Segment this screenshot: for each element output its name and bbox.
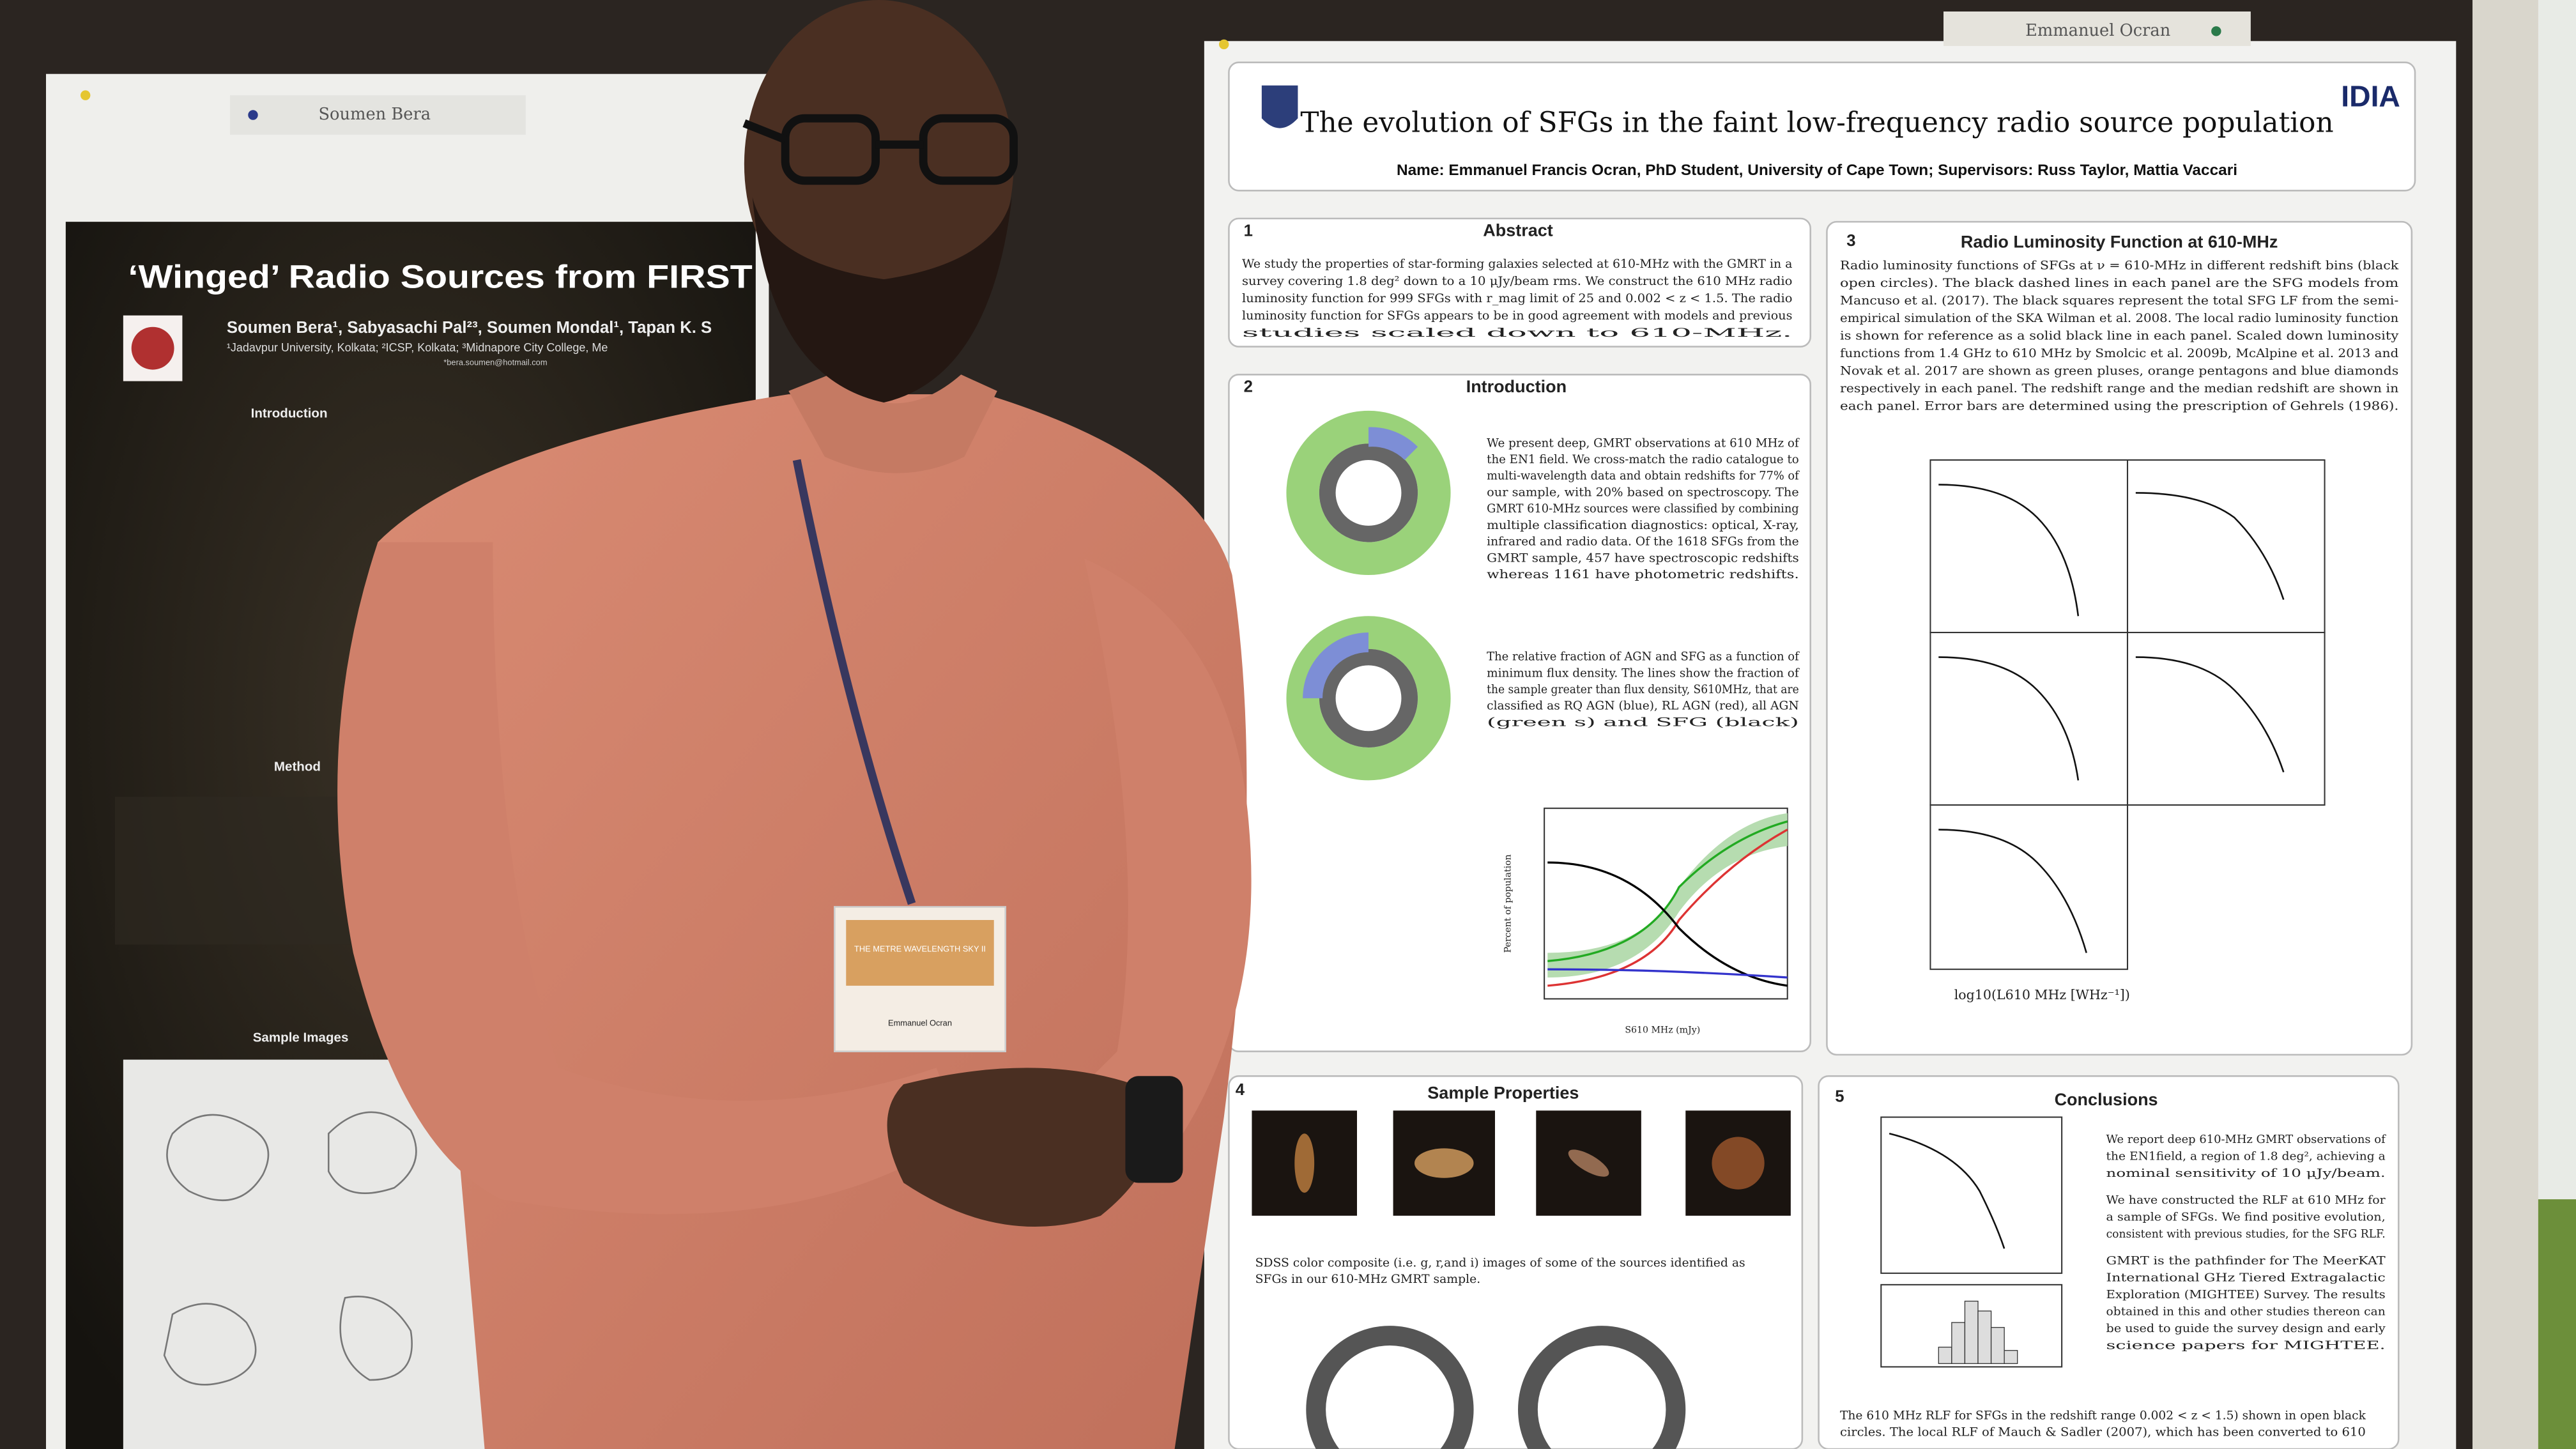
section-number: 4 bbox=[1236, 1081, 1245, 1099]
conclusion-line: The 610 MHz RLF for SFGs in the redshift… bbox=[1840, 1409, 2366, 1423]
section-number: 3 bbox=[1846, 232, 1855, 250]
conclusion-line: a sample of SFGs. We find positive evolu… bbox=[2106, 1211, 2386, 1223]
rlf-line: Mancuso et al. (2017). The black squares… bbox=[1840, 295, 2398, 308]
rlf-line: functions from 1.4 GHz to 610 MHz by Smo… bbox=[1840, 347, 2398, 360]
section-heading: Radio Luminosity Function at 610-MHz bbox=[1961, 233, 2278, 252]
section-number: 1 bbox=[1244, 222, 1253, 240]
conclusion-line: nominal sensitivity of 10 μJy/beam. bbox=[2106, 1167, 2386, 1180]
affiliations: ¹Jadavpur University, Kolkata; ²ICSP, Ko… bbox=[227, 341, 608, 354]
poster-title: ‘Winged’ Radio Sources from FIRST bbox=[128, 258, 753, 295]
conclusion-line: We report deep 610-MHz GMRT observations… bbox=[2106, 1133, 2387, 1146]
rlf-curves bbox=[1889, 484, 2285, 1249]
contour bbox=[328, 1111, 417, 1194]
rlf-panels bbox=[1880, 459, 2326, 1368]
name-tag bbox=[230, 95, 526, 135]
email: *bera.soumen@hotmail.com bbox=[443, 358, 547, 367]
pin bbox=[2211, 26, 2221, 36]
section-heading: Sample Images bbox=[253, 1031, 349, 1045]
rlf-line: open circles). The black dashed lines in… bbox=[1840, 277, 2399, 290]
section-heading: Introduction bbox=[251, 406, 328, 420]
person bbox=[337, 0, 1252, 1449]
axis-label: S610 MHz (mJy) bbox=[1625, 1025, 1700, 1035]
conclusion-line: GMRT is the pathfinder for The MeerKAT bbox=[2106, 1255, 2386, 1268]
intro-line: our sample, with 20% based on spectrosco… bbox=[1487, 486, 1799, 499]
section-heading: Conclusions bbox=[2055, 1090, 2158, 1109]
section-heading: Sample Properties bbox=[1427, 1084, 1579, 1103]
conclusion-line: science papers for MIGHTEE. bbox=[2106, 1339, 2386, 1352]
rlf-line: empirical simulation of the SKA Wilman e… bbox=[1840, 312, 2398, 325]
axis-label: log10(L610 MHz [WHz⁻¹]) bbox=[1954, 987, 2130, 1002]
intro-line: classified as RQ AGN (blue), RL AGN (red… bbox=[1487, 700, 1799, 713]
conclusion-line: We have constructed the RLF at 610 MHz f… bbox=[2106, 1194, 2386, 1207]
section-number: 5 bbox=[1835, 1088, 1844, 1106]
logo-seal bbox=[131, 326, 174, 370]
pin bbox=[1219, 39, 1229, 50]
intro-line: whereas 1161 have photometric redshifts. bbox=[1487, 568, 1799, 581]
caption-line: SDSS color composite (i.e. g, r,and i) i… bbox=[1255, 1256, 1745, 1269]
conclusion-line: Exploration (MIGHTEE) Survey. The result… bbox=[2106, 1289, 2386, 1301]
byline: Name: Emmanuel Francis Ocran, PhD Studen… bbox=[1397, 162, 2237, 179]
fraction-plot bbox=[1544, 808, 1788, 1000]
abstract-line: luminosity function for 999 SFGs with r_… bbox=[1242, 292, 1792, 305]
abstract-line: studies scaled down to 610-MHz. bbox=[1242, 326, 1792, 340]
conclusion-line: be used to guide the survey design and e… bbox=[2106, 1322, 2386, 1335]
section-heading: Introduction bbox=[1466, 377, 1567, 396]
conclusion-line: consistent with previous studies, for th… bbox=[2106, 1228, 2386, 1241]
section-number: 2 bbox=[1244, 378, 1253, 396]
rlf-line: Radio luminosity functions of SFGs at ν … bbox=[1840, 259, 2399, 273]
conclusion-line: obtained in this and other studies there… bbox=[2106, 1305, 2386, 1318]
conclusion-line: circles. The local RLF of Mauch & Sadler… bbox=[1840, 1425, 2366, 1439]
intro-line: We present deep, GMRT observations at 61… bbox=[1487, 436, 1800, 450]
window-grass bbox=[2538, 1199, 2576, 1449]
abstract-line: We study the properties of star-forming … bbox=[1242, 257, 1792, 271]
histogram bbox=[1938, 1300, 2018, 1364]
intro-line: (green s) and SFG (black) bbox=[1487, 716, 1799, 729]
contour bbox=[339, 1296, 413, 1381]
section-heading: Method bbox=[274, 759, 321, 774]
header-box bbox=[1228, 61, 2416, 192]
intro-line: the EN1 field. We cross-match the radio … bbox=[1487, 453, 1799, 466]
rlf-line: Novak et al. 2017 are shown as green plu… bbox=[1840, 365, 2398, 378]
contour bbox=[166, 1114, 270, 1202]
section-heading: Abstract bbox=[1483, 221, 1553, 240]
rlf-line: is shown for reference as a solid black … bbox=[1840, 330, 2399, 343]
rlf-line: respectively in each panel. The redshift… bbox=[1840, 382, 2398, 395]
badge-title: THE METRE WAVELENGTH SKY II bbox=[854, 944, 986, 954]
name-tag bbox=[1943, 12, 2251, 46]
section-box bbox=[1228, 217, 1812, 348]
name-tag-text: Emmanuel Ocran bbox=[2025, 21, 2170, 40]
intro-line: the sample greater than flux density, S6… bbox=[1487, 683, 1799, 696]
intro-line: multi-wavelength data and obtain redshif… bbox=[1487, 470, 1800, 483]
caption-line: SFGs in our 610-MHz GMRT sample. bbox=[1255, 1273, 1481, 1286]
abstract-line: survey covering 1.8 deg² down to a 10 μJ… bbox=[1242, 275, 1792, 288]
conclusion-line: the EN1field, a region of 1.8 deg², achi… bbox=[2106, 1151, 2386, 1163]
intro-line: minimum flux density. The lines show the… bbox=[1487, 666, 1800, 680]
donut bbox=[1286, 410, 1451, 781]
poster-title: The evolution of SFGs in the faint low-f… bbox=[1300, 106, 2333, 139]
authors: Soumen Bera¹, Sabyasachi Pal²³, Soumen M… bbox=[227, 319, 712, 337]
intro-line: GMRT sample, 457 have spectroscopic reds… bbox=[1487, 551, 1799, 565]
intro-line: multiple classification diagnostics: opt… bbox=[1487, 519, 1799, 532]
logo-text: IDIA bbox=[2341, 80, 2400, 113]
conclusion-line: International GHz Tiered Extragalactic bbox=[2106, 1271, 2386, 1284]
rlf-line: each panel. Error bars are determined us… bbox=[1840, 400, 2398, 413]
contour bbox=[163, 1303, 257, 1386]
axis-label: Percent of population bbox=[1503, 854, 1514, 953]
intro-line: infrared and radio data. Of the 1618 SFG… bbox=[1487, 535, 1799, 549]
intro-line: GMRT 610-MHz sources were classified by … bbox=[1487, 502, 1799, 516]
intro-line: The relative fraction of AGN and SFG as … bbox=[1487, 650, 1800, 664]
pin bbox=[248, 110, 258, 120]
galaxy-thumbnails bbox=[1252, 1110, 1791, 1449]
abstract-line: luminosity function for SFGs appears to … bbox=[1242, 309, 1792, 323]
name-tag-text: Soumen Bera bbox=[318, 105, 431, 124]
badge-name: Emmanuel Ocran bbox=[888, 1018, 952, 1027]
pin bbox=[80, 90, 91, 100]
uct-crest bbox=[1261, 85, 1298, 128]
